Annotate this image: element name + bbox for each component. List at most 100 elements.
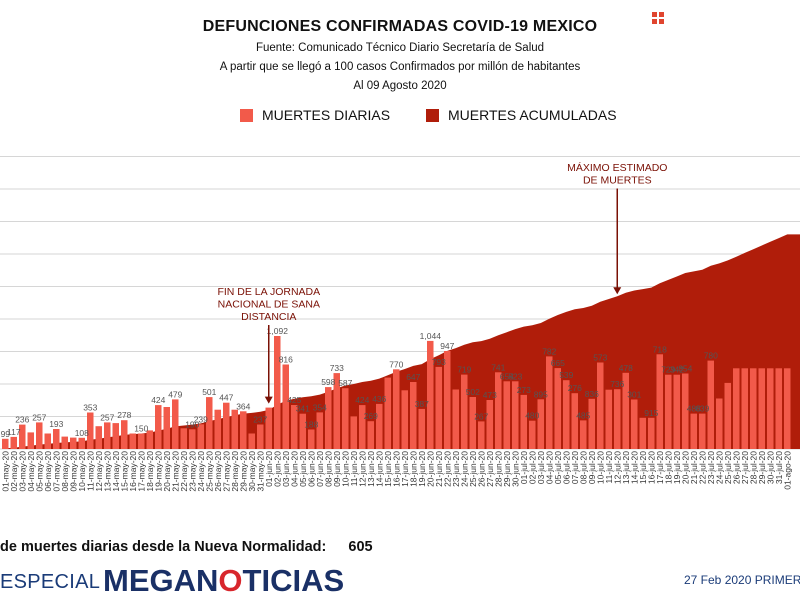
daily-bar — [758, 368, 765, 449]
x-tick-label: 26-jun-20 — [476, 451, 486, 487]
x-tick-label: 25-may-20 — [204, 451, 214, 492]
daily-value-label: 488 — [687, 404, 701, 414]
daily-bar — [486, 400, 493, 449]
x-tick-label: 09-jun-20 — [332, 451, 342, 487]
legend-label-daily: MUERTES DIARIAS — [262, 107, 391, 123]
daily-bar — [656, 354, 663, 449]
x-tick-label: 29-jun-20 — [502, 451, 512, 487]
daily-value-label: 236 — [15, 415, 29, 425]
x-tick-label: 25-jun-20 — [468, 451, 478, 487]
x-tick-label: 07-may-20 — [51, 451, 61, 492]
daily-value-label: 99 — [1, 429, 11, 439]
daily-value-label: 257 — [32, 412, 46, 422]
daily-bar — [512, 381, 519, 449]
logo-part-b: O — [218, 563, 243, 598]
daily-value-label: 424 — [151, 395, 165, 405]
x-tick-label: 16-jun-20 — [391, 451, 401, 487]
x-tick-label: 27-jul-20 — [740, 451, 750, 484]
daily-value-label: 150 — [134, 424, 148, 434]
daily-bar — [274, 336, 281, 449]
x-tick-label: 11-jun-20 — [349, 451, 359, 487]
daily-bar — [750, 368, 757, 449]
x-tick-label: 18-jul-20 — [663, 451, 673, 484]
daily-bar — [44, 433, 51, 449]
x-tick-label: 13-jul-20 — [621, 451, 631, 484]
daily-value-label: 267 — [474, 411, 488, 421]
annotation-text: FIN DE LA JORNADA — [217, 286, 320, 298]
daily-bar — [299, 413, 306, 449]
x-tick-label: 10-may-20 — [77, 451, 87, 492]
x-tick-label: 23-jun-20 — [451, 451, 461, 487]
x-tick-label: 07-jun-20 — [315, 451, 325, 487]
menu-grid-cell — [652, 12, 657, 17]
daily-bar — [367, 421, 374, 449]
daily-bar — [673, 374, 680, 449]
menu-grid-cell — [659, 12, 664, 17]
x-tick-label: 20-jul-20 — [680, 451, 690, 484]
x-tick-label: 08-jun-20 — [323, 451, 333, 487]
daily-bar — [529, 420, 536, 449]
x-tick-label: 12-jun-20 — [357, 451, 367, 487]
daily-bar — [401, 390, 408, 449]
daily-bar — [461, 374, 468, 449]
x-tick-label: 22-jul-20 — [697, 451, 707, 484]
daily-bar — [240, 411, 247, 449]
daily-bars — [2, 336, 791, 449]
x-tick-label: 14-may-20 — [111, 451, 121, 492]
daily-value-label: 502 — [466, 387, 480, 397]
daily-value-label: 269 — [364, 411, 378, 421]
x-tick-label: 10-jul-20 — [595, 451, 605, 484]
x-tick-label: 09-jul-20 — [587, 451, 597, 484]
daily-value-label: 364 — [236, 401, 250, 411]
daily-value-label: 480 — [525, 411, 539, 421]
daily-value-label: 276 — [568, 383, 582, 393]
x-tick-label: 25-jul-20 — [723, 451, 733, 484]
x-tick-label: 20-jun-20 — [425, 451, 435, 487]
x-tick-label: 28-jul-20 — [748, 451, 758, 484]
daily-bar — [554, 368, 561, 449]
menu-grid-icon[interactable] — [652, 12, 664, 24]
daily-value-label: 447 — [219, 393, 233, 403]
legend-item-daily: MUERTES DIARIAS — [240, 107, 390, 123]
new-normal-average-label: de muertes diarias desde la Nueva Normal… — [0, 539, 327, 555]
legend-swatch-cumulative — [426, 108, 439, 122]
daily-value-label: 342 — [670, 365, 684, 375]
x-tick-label: 24-may-20 — [196, 451, 206, 492]
x-tick-label: 02-jul-20 — [527, 451, 537, 484]
x-tick-label: 15-may-20 — [119, 451, 129, 492]
legend-item-cumulative: MUERTES ACUMULADAS — [426, 107, 617, 123]
daily-bar — [588, 398, 595, 449]
daily-bar — [775, 368, 782, 449]
daily-bar — [690, 413, 697, 449]
x-tick-label: 04-jul-20 — [544, 451, 554, 484]
daily-bar — [78, 437, 85, 449]
daily-value-label: 793 — [432, 357, 446, 367]
x-tick-label: 06-may-20 — [43, 451, 53, 492]
chart-legend: MUERTES DIARIAS MUERTES ACUMULADAS — [0, 107, 800, 127]
chart-date-note: Al 09 Agosto 2020 — [353, 80, 447, 92]
x-tick-label: 17-jul-20 — [655, 451, 665, 484]
daily-bar — [333, 373, 340, 449]
x-tick-label: 16-may-20 — [128, 451, 138, 492]
daily-bar — [631, 399, 638, 449]
daily-bar — [129, 433, 136, 449]
menu-grid-cell — [652, 19, 657, 24]
daily-bar — [342, 388, 349, 449]
new-normal-average-value: 605 — [348, 539, 373, 555]
daily-bar — [350, 416, 357, 449]
x-tick-label: 14-jun-20 — [374, 451, 384, 487]
daily-bar — [206, 397, 213, 449]
chart-source: Fuente: Comunicado Técnico Diario Secret… — [255, 42, 545, 54]
daily-bar — [410, 382, 417, 449]
daily-value-label: 117 — [7, 427, 21, 437]
x-tick-label: 26-may-20 — [213, 451, 223, 492]
daily-value-label: 479 — [168, 389, 182, 399]
daily-bar — [248, 433, 255, 449]
daily-bar — [265, 407, 272, 449]
x-tick-label: 02-jun-20 — [272, 451, 282, 487]
daily-bar — [223, 402, 230, 449]
daily-value-label: 108 — [75, 428, 89, 438]
daily-bar — [622, 372, 629, 449]
x-tick-label: 17-may-20 — [136, 451, 146, 492]
